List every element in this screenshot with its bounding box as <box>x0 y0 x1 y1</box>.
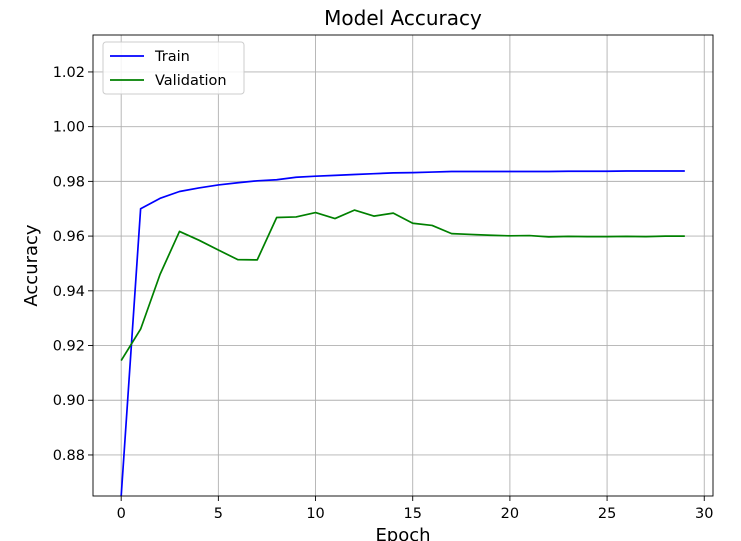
x-tick-label: 30 <box>695 506 713 522</box>
x-tick-label: 15 <box>403 506 421 522</box>
x-tick-label: 20 <box>501 506 519 522</box>
legend-label: Validation <box>155 73 227 89</box>
legend: Train Validation <box>102 41 245 95</box>
plot-frame <box>92 34 714 497</box>
y-tick-label: 1.00 <box>53 120 85 136</box>
x-axis-label: Epoch <box>375 525 430 541</box>
x-tick-label: 25 <box>598 506 616 522</box>
grid <box>93 35 713 496</box>
series-line-train <box>120 170 685 496</box>
x-tick-label: 0 <box>117 506 126 522</box>
legend-box <box>102 41 245 95</box>
x-tick-label: 10 <box>306 506 324 522</box>
legend-label: Train <box>154 49 190 65</box>
y-axis-label: Accuracy <box>21 224 42 307</box>
axis-ticks: 0 5 10 15 20 25 30 0.88 0.90 0.92 0.94 0.96 0.98 1.00… <box>53 65 714 522</box>
series-lines <box>120 170 685 496</box>
y-tick-label: 1.02 <box>53 65 85 81</box>
x-tick-label: 5 <box>214 506 223 522</box>
y-tick-label: 0.98 <box>53 174 85 190</box>
y-tick-label: 0.96 <box>53 229 85 245</box>
y-tick-label: 0.90 <box>53 393 85 409</box>
y-tick-label: 0.92 <box>53 339 85 355</box>
y-tick-label: 0.88 <box>53 448 85 464</box>
series-line-validation <box>120 209 685 362</box>
y-tick-label: 0.94 <box>53 284 85 300</box>
chart-title: Model Accuracy <box>324 6 482 30</box>
